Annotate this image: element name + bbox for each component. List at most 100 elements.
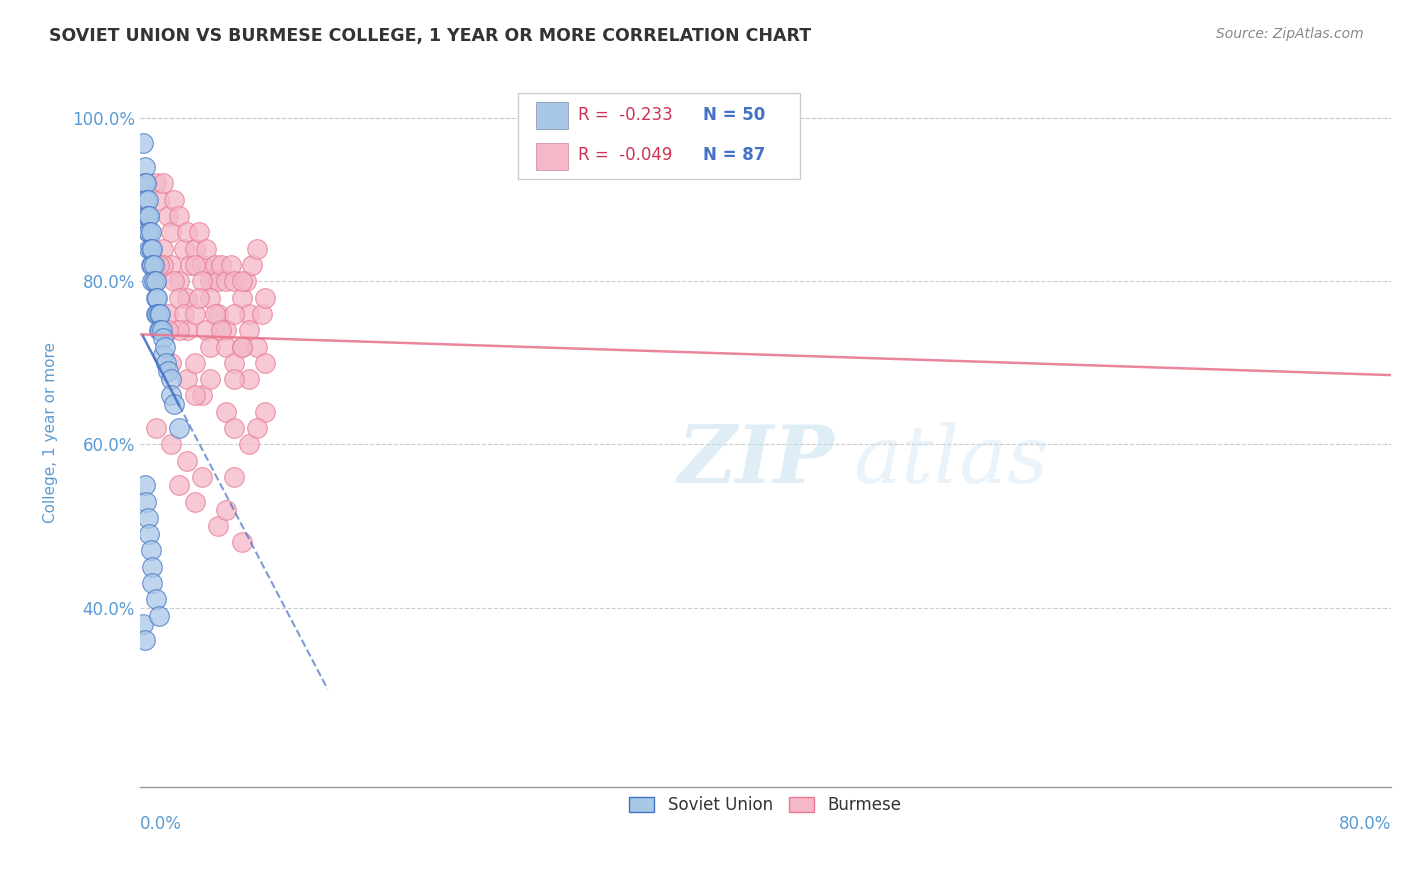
Point xyxy=(183,494,205,508)
Point xyxy=(163,397,186,411)
Point xyxy=(136,193,159,207)
Point xyxy=(145,177,167,191)
Point xyxy=(155,356,177,370)
Point xyxy=(200,291,222,305)
Point xyxy=(215,405,238,419)
Point xyxy=(176,323,198,337)
Point xyxy=(132,616,155,631)
Point xyxy=(167,323,190,337)
Point xyxy=(167,421,190,435)
Point xyxy=(148,307,170,321)
Point xyxy=(246,340,269,354)
Point xyxy=(157,323,180,337)
Point xyxy=(231,274,253,288)
Point xyxy=(150,323,173,337)
Point xyxy=(204,258,226,272)
Point xyxy=(141,576,163,591)
Point xyxy=(160,226,183,240)
Legend: Soviet Union, Burmese: Soviet Union, Burmese xyxy=(623,789,908,822)
Point xyxy=(152,331,174,345)
Text: SOVIET UNION VS BURMESE COLLEGE, 1 YEAR OR MORE CORRELATION CHART: SOVIET UNION VS BURMESE COLLEGE, 1 YEAR … xyxy=(49,27,811,45)
Point xyxy=(231,535,253,549)
Point xyxy=(179,258,201,272)
Point xyxy=(132,136,155,150)
Point xyxy=(145,307,167,321)
Point xyxy=(238,307,260,321)
Point xyxy=(191,258,214,272)
Point xyxy=(148,323,170,337)
Point xyxy=(142,258,165,272)
Point xyxy=(163,274,186,288)
Text: R =  -0.049: R = -0.049 xyxy=(578,146,672,164)
Point xyxy=(231,340,253,354)
Point xyxy=(138,226,160,240)
Point xyxy=(141,258,163,272)
Point xyxy=(153,340,176,354)
Point xyxy=(139,242,162,256)
Text: N = 87: N = 87 xyxy=(703,146,765,164)
Point xyxy=(152,348,174,362)
Point xyxy=(152,242,174,256)
Text: ZIP: ZIP xyxy=(678,422,835,500)
Point xyxy=(148,193,170,207)
Point xyxy=(200,340,222,354)
Point xyxy=(253,405,276,419)
Point xyxy=(135,177,157,191)
Point xyxy=(204,307,226,321)
Point xyxy=(222,274,245,288)
Point xyxy=(146,291,169,305)
Point xyxy=(209,323,232,337)
Point xyxy=(207,274,229,288)
Point xyxy=(238,323,260,337)
Point xyxy=(191,388,214,402)
Point xyxy=(145,421,167,435)
Point xyxy=(141,274,163,288)
Point xyxy=(141,559,163,574)
Point xyxy=(222,307,245,321)
Point xyxy=(134,633,156,648)
Point xyxy=(134,160,156,174)
Point xyxy=(253,291,276,305)
Point xyxy=(191,274,214,288)
Point xyxy=(200,274,222,288)
Point xyxy=(145,274,167,288)
Point xyxy=(139,543,162,558)
Point xyxy=(173,242,195,256)
Point xyxy=(136,209,159,223)
Point xyxy=(135,494,157,508)
Point xyxy=(167,209,190,223)
Point xyxy=(145,274,167,288)
Point xyxy=(194,323,217,337)
Point xyxy=(200,372,222,386)
Point xyxy=(142,274,165,288)
Point xyxy=(149,307,172,321)
Point xyxy=(136,226,159,240)
Point xyxy=(194,242,217,256)
Point xyxy=(250,307,273,321)
Point xyxy=(139,226,162,240)
Point xyxy=(215,323,238,337)
Text: 0.0%: 0.0% xyxy=(139,815,181,833)
Point xyxy=(215,340,238,354)
Point xyxy=(183,388,205,402)
Text: R =  -0.233: R = -0.233 xyxy=(578,106,672,124)
Point xyxy=(183,356,205,370)
Point xyxy=(188,291,211,305)
Point xyxy=(173,307,195,321)
Point xyxy=(149,323,172,337)
Point xyxy=(148,608,170,623)
Point xyxy=(207,307,229,321)
Point xyxy=(141,242,163,256)
FancyBboxPatch shape xyxy=(537,103,568,129)
Point xyxy=(148,307,170,321)
Point xyxy=(145,291,167,305)
Point xyxy=(191,470,214,484)
Point xyxy=(135,193,157,207)
Point xyxy=(188,226,211,240)
Point xyxy=(157,209,180,223)
Point xyxy=(139,258,162,272)
Point xyxy=(163,193,186,207)
Point xyxy=(222,470,245,484)
Text: atlas: atlas xyxy=(853,422,1049,500)
Point xyxy=(145,592,167,607)
